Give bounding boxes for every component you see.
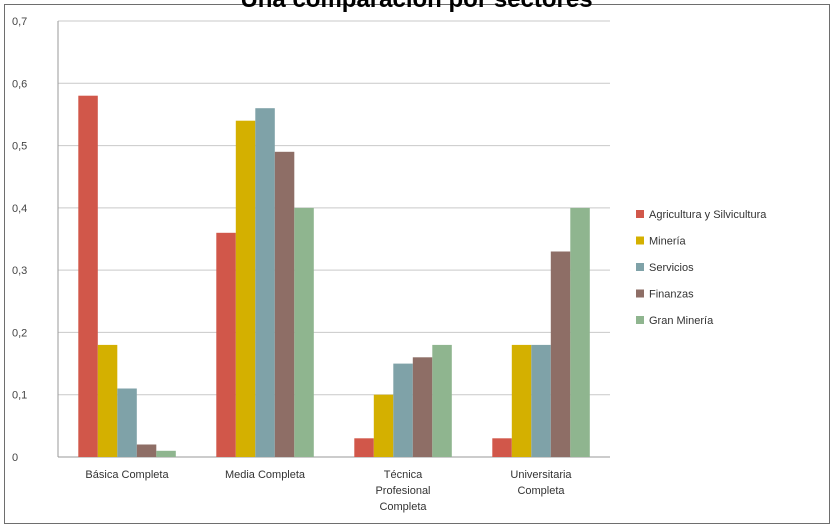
bar	[373, 394, 394, 457]
bar	[432, 344, 452, 457]
x-category-label-line: Media Completa	[225, 469, 306, 481]
legend-swatch	[636, 263, 644, 271]
y-tick-label: 0,5	[12, 141, 27, 153]
bar	[393, 363, 413, 457]
bar	[216, 232, 236, 457]
legend-swatch	[636, 210, 644, 218]
bar	[156, 450, 176, 457]
y-tick-label: 0,6	[12, 78, 27, 90]
x-category-label-line: Universitaria	[510, 469, 572, 481]
bar	[570, 207, 590, 457]
bar	[78, 95, 98, 457]
legend-label: Finanzas	[649, 289, 694, 301]
bar	[255, 108, 275, 457]
bar	[412, 357, 433, 457]
y-tick-label: 0	[12, 452, 18, 464]
x-category-label: Media Completa	[225, 469, 306, 481]
legend-label: Agricultura y Silvicultura	[649, 209, 767, 221]
x-category-label: Técnica Profesional Completa	[375, 469, 430, 513]
legend-label: Gran Minería	[649, 315, 714, 327]
y-tick-label: 0,7	[12, 16, 27, 28]
legend-swatch	[636, 316, 644, 324]
bar	[492, 438, 512, 457]
x-category-label-line: Profesional	[375, 485, 430, 497]
legend-swatch	[636, 289, 644, 298]
bar	[294, 207, 314, 457]
x-category-label-line: Completa	[379, 501, 427, 513]
x-category-label-line: Técnica	[384, 469, 423, 481]
y-tick-label: 0,3	[12, 265, 27, 277]
bar	[550, 251, 571, 457]
x-category-label-line: Básica Completa	[85, 469, 169, 481]
bar	[354, 438, 374, 457]
legend-label: Minería	[649, 236, 687, 248]
y-tick-label: 0,4	[12, 203, 27, 215]
bar	[511, 344, 532, 457]
legend-swatch	[636, 236, 644, 245]
x-category-label: Básica Completa	[85, 469, 169, 481]
chart-title: Una comparación por sectores	[0, 0, 833, 14]
legend-label: Servicios	[649, 262, 694, 274]
bar	[136, 444, 157, 457]
bar	[235, 120, 256, 457]
bar	[97, 344, 118, 457]
bar	[274, 151, 295, 458]
bar	[117, 388, 137, 457]
x-category-label-line: Completa	[517, 485, 565, 497]
bar	[531, 344, 551, 457]
y-tick-label: 0,1	[12, 390, 27, 402]
x-category-label: Universitaria Completa	[510, 469, 572, 497]
y-tick-label: 0,2	[12, 327, 27, 339]
